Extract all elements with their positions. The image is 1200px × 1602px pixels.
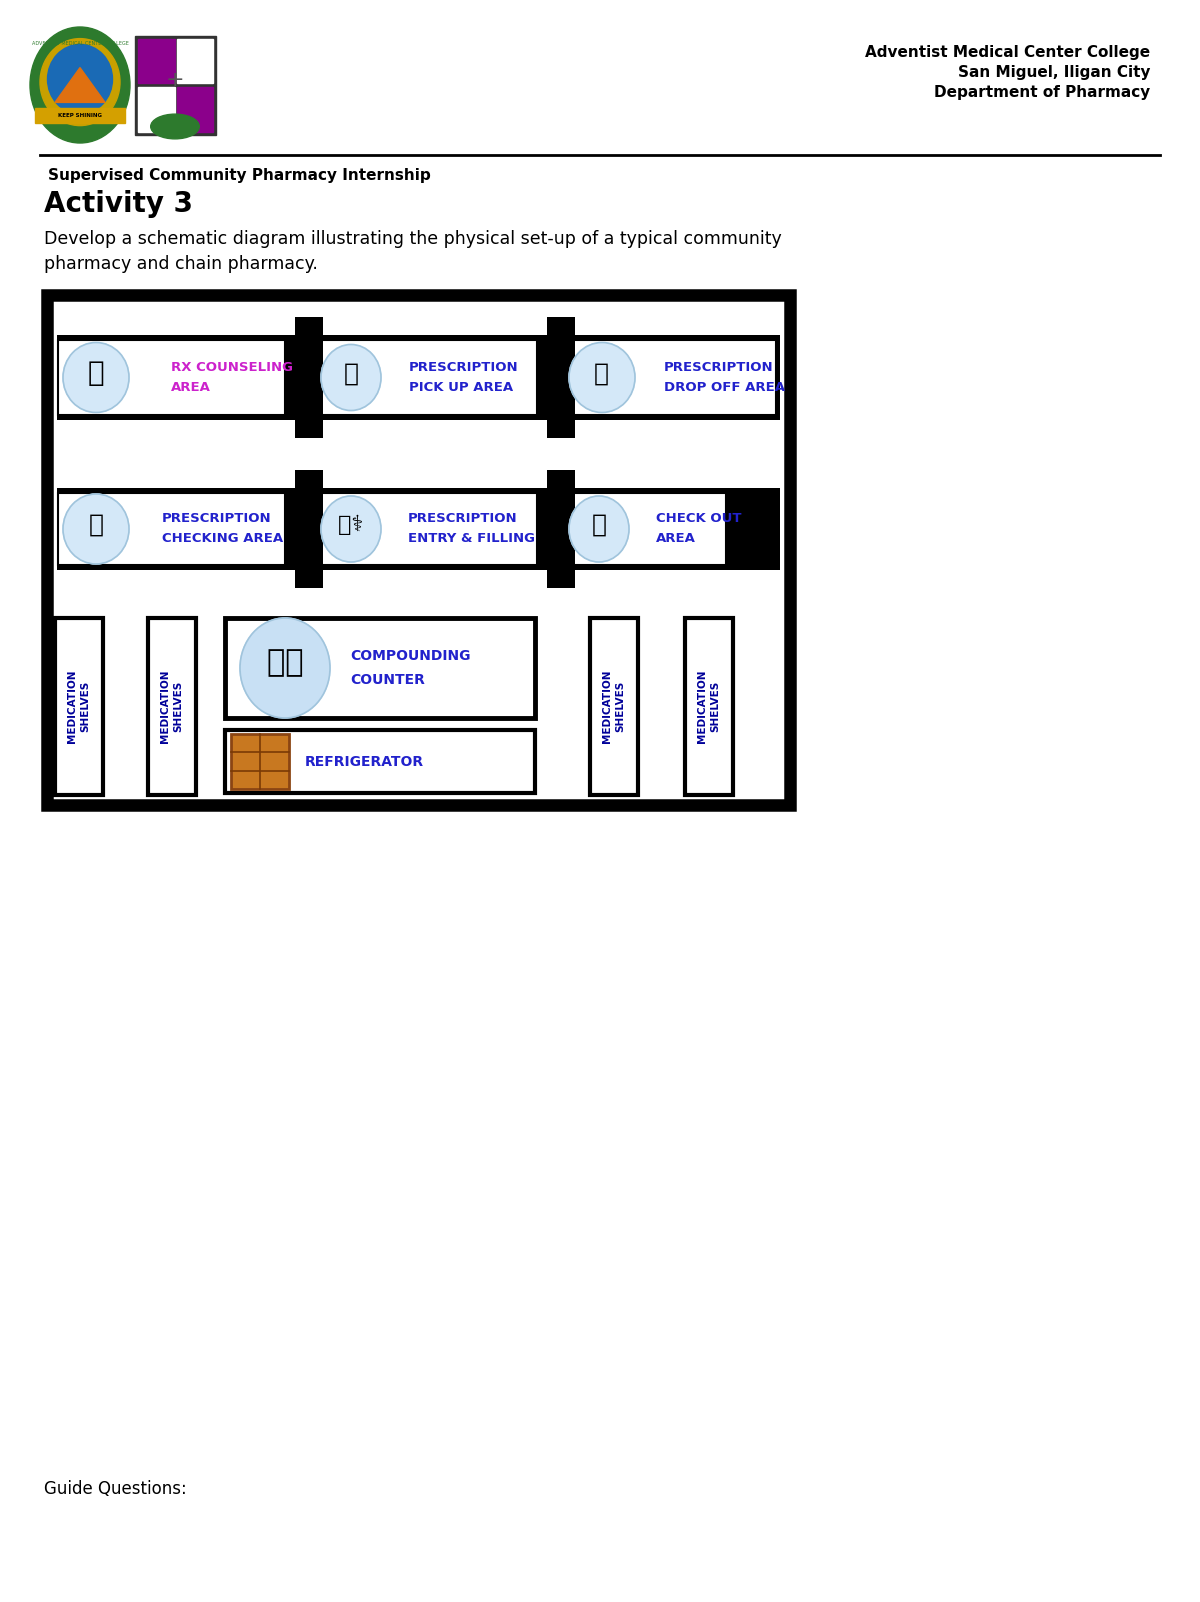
Text: ADVENTIST MEDICAL CENTER COLLEGE: ADVENTIST MEDICAL CENTER COLLEGE xyxy=(31,40,128,46)
Text: San Miguel, Iligan City: San Miguel, Iligan City xyxy=(958,66,1150,80)
Text: CHECKING AREA: CHECKING AREA xyxy=(162,532,283,546)
Text: CHECK OUT: CHECK OUT xyxy=(656,513,742,525)
Ellipse shape xyxy=(48,45,113,114)
Bar xyxy=(547,317,575,437)
Ellipse shape xyxy=(40,38,120,125)
Text: 📋: 📋 xyxy=(343,362,359,386)
Bar xyxy=(295,317,323,437)
Text: +: + xyxy=(166,70,185,90)
Bar xyxy=(55,618,103,795)
Bar xyxy=(58,340,286,415)
Text: COUNTER: COUNTER xyxy=(350,673,425,687)
Text: Develop a schematic diagram illustrating the physical set-up of a typical commun: Develop a schematic diagram illustrating… xyxy=(44,231,781,272)
Bar xyxy=(178,87,212,131)
Bar xyxy=(318,340,538,415)
Ellipse shape xyxy=(30,27,130,143)
Bar xyxy=(568,493,726,566)
Text: Supervised Community Pharmacy Internship: Supervised Community Pharmacy Internship xyxy=(48,168,431,183)
Text: PICK UP AREA: PICK UP AREA xyxy=(409,381,514,394)
Text: Adventist Medical Center College: Adventist Medical Center College xyxy=(865,45,1150,59)
Bar xyxy=(138,87,175,131)
Bar xyxy=(318,493,538,566)
Bar xyxy=(47,295,790,804)
Text: ENTRY & FILLING: ENTRY & FILLING xyxy=(408,532,535,546)
Text: 🛍️: 🛍️ xyxy=(594,362,610,386)
Ellipse shape xyxy=(151,114,199,139)
Text: REFRIGERATOR: REFRIGERATOR xyxy=(305,755,424,769)
Ellipse shape xyxy=(569,497,629,562)
Text: PRESCRIPTION: PRESCRIPTION xyxy=(162,513,271,525)
Bar xyxy=(58,489,780,570)
Ellipse shape xyxy=(64,343,130,412)
Text: AREA: AREA xyxy=(656,532,696,546)
Bar xyxy=(226,618,535,718)
Bar xyxy=(226,731,535,793)
Text: MEDICATION
SHELVES: MEDICATION SHELVES xyxy=(67,670,91,743)
Ellipse shape xyxy=(240,618,330,718)
Text: Activity 3: Activity 3 xyxy=(44,191,193,218)
Text: KEEP SHINING: KEEP SHINING xyxy=(58,112,102,117)
Text: PRESCRIPTION: PRESCRIPTION xyxy=(408,513,517,525)
Bar xyxy=(568,340,776,415)
Bar xyxy=(138,38,175,83)
Text: Guide Questions:: Guide Questions: xyxy=(44,1480,187,1498)
Text: MEDICATION
SHELVES: MEDICATION SHELVES xyxy=(161,670,184,743)
Bar xyxy=(178,38,212,83)
Ellipse shape xyxy=(569,343,635,412)
Text: 👩‍⚕️: 👩‍⚕️ xyxy=(338,514,364,535)
Bar xyxy=(58,335,780,420)
Bar xyxy=(230,734,289,790)
Bar xyxy=(685,618,733,795)
Text: PRESCRIPTION: PRESCRIPTION xyxy=(409,360,518,373)
Bar xyxy=(547,469,575,588)
Text: MEDICATION
SHELVES: MEDICATION SHELVES xyxy=(697,670,720,743)
Polygon shape xyxy=(55,67,106,103)
Text: PRESCRIPTION: PRESCRIPTION xyxy=(664,360,774,373)
Bar xyxy=(35,109,125,123)
Text: Department of Pharmacy: Department of Pharmacy xyxy=(934,85,1150,99)
Text: MEDICATION
SHELVES: MEDICATION SHELVES xyxy=(602,670,625,743)
Bar xyxy=(590,618,638,795)
Text: 🏥: 🏥 xyxy=(88,359,104,388)
Text: RX COUNSELING: RX COUNSELING xyxy=(172,360,293,373)
Text: 🖨️: 🖨️ xyxy=(592,513,606,537)
Text: 💻: 💻 xyxy=(89,513,103,537)
Text: 🧑‍🔬: 🧑‍🔬 xyxy=(266,649,304,678)
Ellipse shape xyxy=(64,493,130,564)
Bar xyxy=(295,469,323,588)
Bar xyxy=(134,35,216,135)
Ellipse shape xyxy=(322,344,382,410)
Text: AREA: AREA xyxy=(172,381,211,394)
Ellipse shape xyxy=(322,497,382,562)
Bar xyxy=(148,618,196,795)
Text: DROP OFF AREA: DROP OFF AREA xyxy=(664,381,785,394)
Bar xyxy=(58,493,286,566)
Text: COMPOUNDING: COMPOUNDING xyxy=(350,649,470,663)
